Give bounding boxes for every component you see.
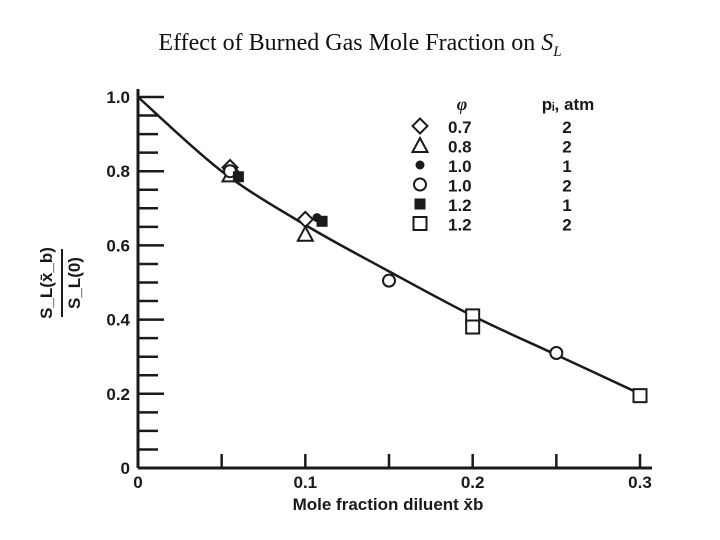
y-tick-label: 0.2: [106, 385, 130, 404]
legend-entry-pressure: 1: [562, 157, 571, 176]
x-tick-label: 0: [133, 473, 142, 492]
slide-title-subscript: L: [553, 43, 562, 60]
legend-marker-filled-square: [414, 198, 426, 210]
legend-entry-pressure: 2: [562, 118, 571, 137]
legend-entry-pressure: 2: [562, 138, 571, 157]
legend-entry-pressure: 2: [562, 177, 571, 196]
data-point-filled-square: [316, 215, 328, 227]
y-tick-label: 0.6: [106, 236, 130, 255]
chart-axes: 00.20.40.60.81.00 0.1 0.2 0.3: [106, 88, 652, 492]
legend-header-phi: φ: [457, 94, 468, 114]
x-axis-label: Mole fraction diluent x̄b: [293, 495, 484, 514]
legend-entry-phi: 1.0: [448, 157, 472, 176]
slide-title: Effect of Burned Gas Mole Fraction on SL: [0, 30, 720, 61]
legend-marker-diamond: [411, 117, 429, 135]
legend-marker-open-circle: [413, 177, 427, 192]
legend-entry-pressure: 1: [562, 196, 571, 215]
x-tick-label: 0.2: [461, 473, 485, 492]
legend-entry-phi: 0.8: [448, 138, 472, 157]
slide-title-text: Effect of Burned Gas Mole Fraction on: [158, 30, 542, 56]
x-tick-label: 0.3: [628, 473, 652, 492]
legend-marker-filled-circle: [415, 160, 425, 170]
data-point-open-circle: [382, 273, 396, 288]
x-tick-label: 0.1: [294, 473, 318, 492]
legend-entry-phi: 1.0: [448, 177, 472, 196]
y-axis-label: S_L(x̄_b) S_L(0): [37, 247, 84, 319]
data-point-filled-square: [232, 171, 244, 183]
y-axis-label-denominator: S_L(0): [65, 257, 84, 309]
legend-marker-open-square: [412, 216, 428, 231]
y-tick-label: 0: [121, 459, 130, 478]
data-points-group: [220, 158, 648, 404]
legend-header-pressure: pᵢ, atm: [542, 95, 594, 114]
data-point-open-square: [632, 388, 648, 404]
y-tick-label: 0.4: [106, 311, 130, 330]
slide-title-symbol: S: [541, 30, 554, 56]
y-axis-label-numerator: S_L(x̄_b): [37, 247, 56, 319]
data-point-open-circle: [549, 345, 564, 360]
axis-labels: Mole fraction diluent x̄b S_L(x̄_b) S_L(0): [37, 247, 483, 514]
legend-entry-phi: 1.2: [448, 216, 472, 235]
data-point-triangle: [296, 224, 315, 242]
legend-entry-pressure: 2: [562, 216, 571, 235]
y-tick-label: 1.0: [106, 88, 130, 107]
legend-entry-phi: 0.7: [448, 118, 472, 137]
data-point-open-square: [465, 319, 481, 335]
legend-entry-phi: 1.2: [448, 196, 472, 215]
legend: φ pᵢ, atm 0.7 2 0.8 2 1.0 1 1.0 2 1.2 1 1.2 2: [410, 94, 594, 235]
legend-marker-triangle: [410, 135, 430, 153]
y-tick-label: 0.8: [106, 162, 130, 181]
